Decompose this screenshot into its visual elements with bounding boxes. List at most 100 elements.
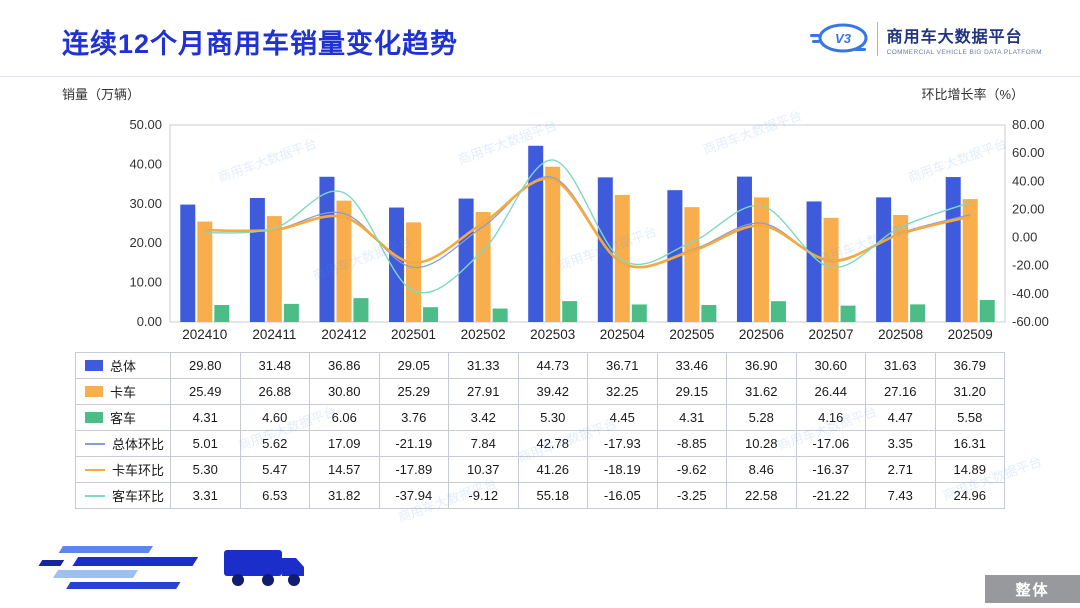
bar-总体	[528, 145, 544, 322]
table-cell: 7.84	[449, 431, 519, 457]
category-label: 202507	[808, 327, 854, 342]
series-name: 总体	[110, 359, 137, 374]
table-cell: 4.45	[588, 405, 658, 431]
logo-divider	[876, 22, 878, 56]
logo-text: 商用车大数据平台 COMMERCIAL VEHICLE BIG DATA PLA…	[887, 23, 1042, 56]
table-cell: 26.44	[796, 379, 866, 405]
table-cell: 31.82	[310, 483, 380, 509]
svg-text:V3: V3	[835, 31, 852, 46]
series-legend-cell: 卡车	[76, 379, 171, 405]
table-cell: -21.22	[796, 483, 866, 509]
overall-tag: 整体	[985, 575, 1080, 603]
table-row: 客车 4.31 4.60 6.06 3.76 3.42 5.30 4.45 4.31 5.28 4.…	[76, 405, 1005, 431]
table-cell: 7.43	[866, 483, 936, 509]
table-cell: 4.31	[171, 405, 241, 431]
table-cell: 4.31	[657, 405, 727, 431]
bar-总体	[458, 198, 474, 322]
plot-border	[169, 124, 1006, 323]
table-cell: -9.62	[657, 457, 727, 483]
right-axis-tick: -60.00	[1012, 314, 1049, 329]
bar-总体	[876, 197, 892, 322]
table-cell: 31.33	[449, 353, 519, 379]
category-label: 202509	[947, 327, 993, 342]
bar-客车	[283, 303, 299, 322]
series-name: 卡车	[110, 385, 137, 400]
bar-卡车	[266, 216, 282, 322]
left-axis-tick: 40.00	[129, 156, 162, 171]
table-cell: 26.88	[240, 379, 310, 405]
bar-客车	[770, 301, 786, 322]
platform-logo-icon: V3	[809, 23, 868, 53]
table-cell: -21.19	[379, 431, 449, 457]
right-axis-tick: 60.00	[1012, 145, 1045, 160]
bar-客车	[353, 298, 369, 322]
platform-logo: V3 商用车大数据平台 COMMERCIAL VEHICLE BIG DATA …	[809, 20, 1042, 58]
legend-swatch-line-icon	[85, 442, 105, 445]
right-axis-tick: 40.00	[1012, 173, 1045, 188]
bar-客车	[562, 301, 578, 322]
table-cell: 42.78	[518, 431, 588, 457]
series-name: 客车环比	[112, 489, 165, 504]
table-cell: 36.86	[310, 353, 380, 379]
left-axis-tick: 30.00	[129, 196, 162, 211]
table-cell: 4.47	[866, 405, 936, 431]
table-cell: 31.63	[866, 353, 936, 379]
category-label: 202412	[321, 327, 367, 342]
legend-swatch-line-icon	[85, 468, 105, 471]
table-cell: 6.06	[310, 405, 380, 431]
table-cell: 10.37	[449, 457, 519, 483]
table-row: 卡车环比 5.30 5.47 14.57 -17.89 10.37 41.26 -18.19-…	[76, 457, 1005, 483]
table-cell: -16.37	[796, 457, 866, 483]
bar-卡车	[684, 207, 700, 322]
table-cell: 5.58	[935, 405, 1005, 431]
right-axis-tick: 80.00	[1012, 117, 1045, 132]
table-cell: 2.71	[866, 457, 936, 483]
logo-name-cn: 商用车大数据平台	[886, 28, 1023, 46]
table-cell: 14.57	[310, 457, 380, 483]
table-cell: 5.47	[240, 457, 310, 483]
table-row: 总体 29.80 31.48 36.86 29.05 31.33 44.73 36.71 33.…	[76, 353, 1005, 379]
series-legend-cell: 客车	[76, 405, 171, 431]
series-name: 客车	[110, 411, 137, 426]
series-legend-cell: 总体	[76, 353, 171, 379]
table-cell: 5.28	[727, 405, 797, 431]
x-axis-category-row: 202410 202411 202412 202501 202502 202503 2025…	[170, 327, 1005, 342]
table-cell: 4.16	[796, 405, 866, 431]
header-divider	[0, 76, 1080, 77]
right-axis-tick: 20.00	[1012, 201, 1045, 216]
table-cell: 25.49	[171, 379, 241, 405]
table-cell: -8.85	[657, 431, 727, 457]
category-label: 202505	[669, 327, 715, 342]
table-cell: 31.20	[935, 379, 1005, 405]
series-name: 卡车环比	[112, 463, 165, 478]
table-cell: 3.35	[866, 431, 936, 457]
category-label: 202410	[182, 327, 228, 342]
table-cell: 44.73	[518, 353, 588, 379]
table-cell: 8.46	[727, 457, 797, 483]
table-cell: 31.62	[727, 379, 797, 405]
bar-客车	[910, 304, 926, 322]
right-axis-tick: 0.00	[1012, 230, 1037, 245]
table-cell: 55.18	[518, 483, 588, 509]
logo-name-en: COMMERCIAL VEHICLE BIG DATA PLATFORM	[886, 48, 1042, 56]
legend-swatch-square-icon	[85, 412, 103, 423]
bar-客车	[840, 305, 856, 322]
table-cell: 14.89	[935, 457, 1005, 483]
sales-trend-chart: 0.00 10.00 20.00 30.00 40.00 50.00 -60.00 -40.0…	[129, 117, 1049, 329]
table-row: 卡车 25.49 26.88 30.80 25.29 27.91 39.42 32.25 29.…	[76, 379, 1005, 405]
right-axis-tick: -20.00	[1012, 258, 1049, 273]
bar-总体	[249, 197, 265, 322]
table-row: 客车环比 3.31 6.53 31.82 -37.94 -9.12 55.18 -16.05-…	[76, 483, 1005, 509]
left-axis-tick: 20.00	[129, 235, 162, 250]
bar-客车	[701, 305, 717, 322]
table-cell: 39.42	[518, 379, 588, 405]
category-label: 202501	[391, 327, 437, 342]
truck-icon	[224, 550, 304, 586]
bar-卡车	[406, 222, 422, 322]
table-cell: -9.12	[449, 483, 519, 509]
table-cell: 36.79	[935, 353, 1005, 379]
left-axis-tick: 0.00	[137, 314, 162, 329]
bar-总体	[180, 204, 196, 322]
table-cell: 3.42	[449, 405, 519, 431]
